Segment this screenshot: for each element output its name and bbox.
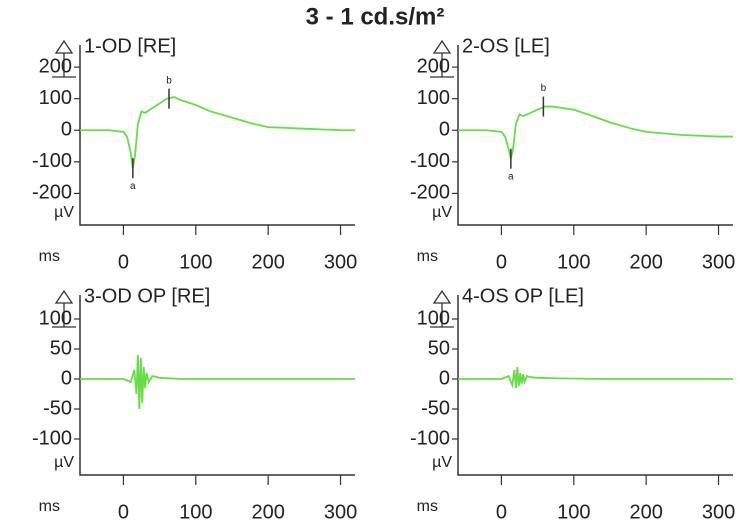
y-tick-label: 0 xyxy=(439,367,450,389)
y-tick-label: 0 xyxy=(439,119,450,141)
x-tick-label: 300 xyxy=(702,501,735,523)
y-tick-label: -100 xyxy=(32,150,72,172)
x-tick-label: 200 xyxy=(629,251,662,273)
annotation-label: a xyxy=(130,181,136,192)
trace xyxy=(458,105,733,159)
x-tick-label: 300 xyxy=(324,251,357,273)
axis-arrow xyxy=(430,289,454,328)
y-tick-label: 50 xyxy=(50,337,72,359)
x-tick-label: 0 xyxy=(118,251,129,273)
x-tick-label: 0 xyxy=(496,501,507,523)
y-tick-label: 100 xyxy=(39,307,72,329)
panel-title: 1-OD [RE] xyxy=(84,35,176,57)
x-tick-label: 0 xyxy=(118,501,129,523)
axis-arrow xyxy=(52,39,76,78)
x-tick-label: 300 xyxy=(324,501,357,523)
x-tick-label: 100 xyxy=(179,251,212,273)
x-axis-label: ms xyxy=(417,498,438,515)
annotation-label: a xyxy=(508,171,514,182)
y-axis-label: µV xyxy=(54,204,74,221)
panel: 1-OD [RE] µV ms 200 100 0 -100 -200 0 100 200 300 a b xyxy=(32,35,357,273)
annotation-label: b xyxy=(541,83,547,94)
y-tick-label: -50 xyxy=(421,397,450,419)
x-tick-label: 100 xyxy=(557,501,590,523)
annotation-label: b xyxy=(166,75,172,86)
y-tick-label: 100 xyxy=(39,87,72,109)
x-tick-label: 100 xyxy=(179,501,212,523)
y-tick-label: 100 xyxy=(417,87,450,109)
x-tick-label: 200 xyxy=(629,501,662,523)
x-tick-label: 200 xyxy=(251,251,284,273)
y-axis-label: µV xyxy=(54,454,74,471)
y-tick-label: -100 xyxy=(410,427,450,449)
trace xyxy=(80,96,355,169)
axis xyxy=(457,295,733,476)
y-tick-label: -200 xyxy=(32,182,72,204)
trace xyxy=(80,354,355,410)
x-tick-label: 100 xyxy=(557,251,590,273)
y-tick-label: -100 xyxy=(32,427,72,449)
y-tick-label: 0 xyxy=(61,119,72,141)
y-tick-label: -100 xyxy=(410,150,450,172)
x-tick-label: 300 xyxy=(702,251,735,273)
y-tick-label: 200 xyxy=(417,55,450,77)
panel: 3-OD OP [RE] µV ms 100 50 0 -50 -100 0 100 200 300 xyxy=(32,285,357,523)
x-axis-label: ms xyxy=(39,498,60,515)
axis xyxy=(457,45,733,226)
y-axis-label: µV xyxy=(432,454,452,471)
y-tick-label: -200 xyxy=(410,182,450,204)
x-tick-label: 200 xyxy=(251,501,284,523)
y-tick-label: 0 xyxy=(61,367,72,389)
panel-title: 3-OD OP [RE] xyxy=(84,285,210,307)
axis xyxy=(79,295,355,476)
page-title: 3 - 1 cd.s/m² xyxy=(306,3,445,30)
y-tick-label: 50 xyxy=(428,337,450,359)
x-axis-label: ms xyxy=(417,248,438,265)
trace xyxy=(458,366,733,389)
y-axis-label: µV xyxy=(432,204,452,221)
panel-title: 4-OS OP [LE] xyxy=(462,285,584,307)
y-tick-label: 100 xyxy=(417,307,450,329)
x-tick-label: 0 xyxy=(496,251,507,273)
axis-arrow xyxy=(52,289,76,328)
axis-arrow xyxy=(430,39,454,78)
y-tick-label: 200 xyxy=(39,55,72,77)
axis xyxy=(79,45,355,226)
x-axis-label: ms xyxy=(39,248,60,265)
panel: 2-OS [LE] µV ms 200 100 0 -100 -200 0 100 200 300 a b xyxy=(410,35,735,273)
panel-title: 2-OS [LE] xyxy=(462,35,550,57)
y-tick-label: -50 xyxy=(43,397,72,419)
panel: 4-OS OP [LE] µV ms 100 50 0 -50 -100 0 100 200 300 xyxy=(410,285,735,523)
